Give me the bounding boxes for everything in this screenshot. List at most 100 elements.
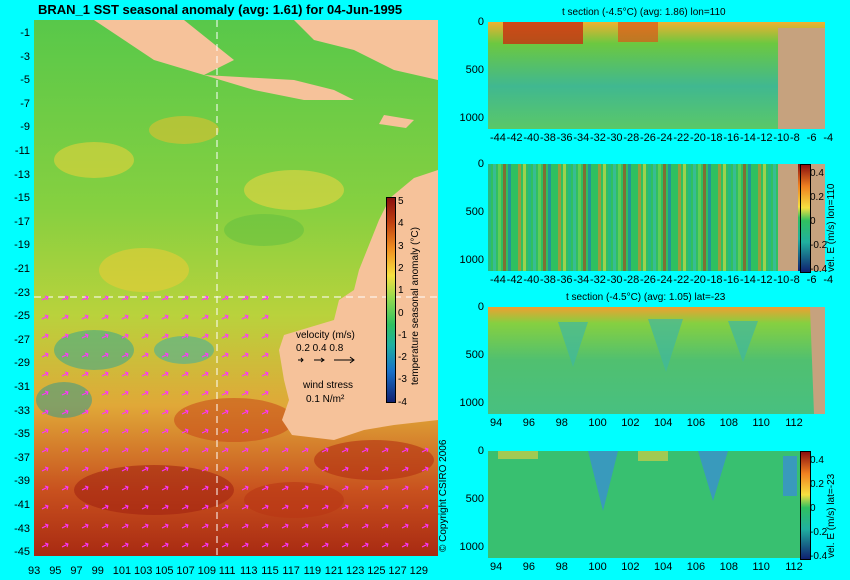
x-tick-label: -16 bbox=[723, 274, 740, 286]
lon-tick-label: 99 bbox=[91, 565, 104, 577]
velocity-colorbar-tick: 0 bbox=[810, 503, 816, 514]
x-tick-label: 106 bbox=[686, 417, 706, 429]
lon-tick-label: 97 bbox=[70, 565, 83, 577]
colorbar-tick-label: 1 bbox=[398, 285, 404, 297]
lat-tick-label: -33 bbox=[14, 404, 30, 417]
x-tick-label: -42 bbox=[506, 132, 523, 144]
colorbar-tick-label: 5 bbox=[398, 196, 404, 207]
x-tick-label: 110 bbox=[752, 417, 770, 429]
x-tick-label: -4 bbox=[823, 132, 834, 144]
x-tick-label: -18 bbox=[706, 132, 723, 144]
depth-tick-label: 500 bbox=[465, 206, 484, 218]
x-tick-label: -28 bbox=[623, 274, 640, 286]
x-tick-label: 98 bbox=[555, 417, 568, 429]
lat-tick-label: -11 bbox=[14, 145, 30, 157]
x-tick-label: 100 bbox=[588, 417, 607, 429]
velocity-legend-scale: 0.2 0.4 0.8 bbox=[296, 343, 344, 354]
x-tick-label: -6 bbox=[806, 132, 817, 144]
x-tick-label: 96 bbox=[522, 417, 536, 429]
lon-tick-label: 101 bbox=[112, 565, 132, 577]
lon-tick-label: 113 bbox=[240, 565, 258, 577]
lat-tick-label: -3 bbox=[20, 50, 30, 63]
colorbar-tick-label: 4 bbox=[398, 218, 404, 230]
lon-tick-label: 105 bbox=[155, 565, 174, 577]
x-tick-label: -32 bbox=[590, 132, 606, 144]
colorbar-tick-label: -3 bbox=[398, 374, 407, 386]
lat-tick-label: -39 bbox=[14, 475, 30, 488]
lat-tick-label: -21 bbox=[14, 263, 30, 275]
x-tick-label: -14 bbox=[740, 274, 756, 286]
x-tick-label: -40 bbox=[523, 132, 540, 144]
sst-anomaly-map bbox=[34, 20, 438, 556]
x-tick-label: -6 bbox=[806, 274, 817, 286]
x-tick-label: -38 bbox=[540, 132, 556, 144]
panel1-title: t section (-4.5°C) (avg: 1.86) lon=110 bbox=[562, 7, 726, 18]
lat-tick-label: -17 bbox=[14, 215, 30, 228]
lat-tick-label: -23 bbox=[14, 286, 30, 299]
temperature-colorbar-label: temperature seasonal anomaly (°C) bbox=[410, 227, 421, 385]
lat-tick-label: -5 bbox=[20, 74, 30, 87]
lon-tick-label: 107 bbox=[176, 565, 195, 577]
depth-tick-label: 1000 bbox=[459, 112, 484, 124]
velocity-legend-title: velocity (m/s) bbox=[296, 330, 355, 341]
lat-tick-label: -15 bbox=[14, 192, 30, 205]
x-tick-label: 112 bbox=[785, 417, 803, 429]
lat-tick-label: -7 bbox=[20, 97, 30, 110]
x-tick-label: -20 bbox=[690, 274, 706, 286]
x-tick-label: -44 bbox=[490, 132, 506, 144]
lat-tick-label: -29 bbox=[14, 357, 30, 370]
lon-tick-label: 129 bbox=[409, 565, 428, 577]
x-tick-label: -22 bbox=[673, 132, 690, 144]
x-tick-label: -12 bbox=[756, 274, 773, 286]
depth-tick-label: 500 bbox=[465, 64, 484, 76]
x-tick-label: -42 bbox=[506, 274, 523, 286]
velocity-colorbar-tick: -0.4 bbox=[810, 551, 828, 562]
lon-tick-label: 125 bbox=[367, 565, 386, 577]
lat-tick-label: -37 bbox=[14, 451, 30, 464]
x-tick-label: 102 bbox=[621, 561, 640, 573]
x-tick-label: 94 bbox=[490, 417, 503, 429]
map-title: BRAN_1 SST seasonal anomaly (avg: 1.61) … bbox=[38, 2, 403, 17]
lat-tick-label: -43 bbox=[14, 522, 30, 535]
lon-tick-label: 95 bbox=[49, 565, 62, 577]
velocity-colorbar-tick: 0.4 bbox=[810, 455, 824, 466]
x-tick-label: -26 bbox=[640, 132, 656, 144]
lat-tick-label: -41 bbox=[14, 499, 30, 511]
velocity-colorbar-tick: 0.2 bbox=[810, 192, 824, 203]
depth-tick-label: 0 bbox=[477, 301, 484, 313]
velocity-colorbar-2 bbox=[800, 451, 811, 560]
velocity-section-lon110 bbox=[488, 164, 825, 271]
depth-tick-label: 1000 bbox=[459, 254, 484, 266]
lon-tick-label: 111 bbox=[218, 565, 236, 577]
velocity-colorbar-tick: 0 bbox=[810, 216, 816, 227]
x-tick-label: -14 bbox=[740, 132, 756, 144]
depth-tick-label: 500 bbox=[465, 349, 484, 361]
x-tick-label: -8 bbox=[790, 274, 800, 286]
lat-tick-label: -9 bbox=[20, 121, 30, 134]
wind-legend-title: wind stress bbox=[303, 380, 354, 391]
x-tick-label: 102 bbox=[621, 417, 640, 429]
x-tick-label: 112 bbox=[785, 561, 803, 573]
panel3-title: t section (-4.5°C) (avg: 1.05) lat=-23 bbox=[566, 292, 726, 303]
velocity-colorbar-tick: 0.2 bbox=[810, 479, 824, 490]
lon-tick-label: 121 bbox=[324, 565, 344, 577]
x-tick-label: -4 bbox=[823, 274, 834, 286]
lon-tick-label: 123 bbox=[346, 565, 365, 577]
colorbar-tick-label: -4 bbox=[398, 396, 407, 408]
lat-tick-label: -35 bbox=[14, 428, 30, 441]
x-tick-label: -34 bbox=[573, 132, 590, 144]
x-tick-label: -30 bbox=[606, 132, 623, 144]
lat-tick-label: -13 bbox=[14, 168, 30, 181]
colorbar-tick-label: 0 bbox=[398, 307, 404, 319]
colorbar-tick-label: 2 bbox=[398, 262, 404, 274]
velocity-colorbar-tick: -0.2 bbox=[810, 527, 828, 538]
x-tick-label: -30 bbox=[606, 274, 623, 286]
lat-tick-label: -27 bbox=[14, 333, 30, 346]
x-tick-label: -18 bbox=[706, 274, 723, 286]
x-tick-label: 106 bbox=[686, 561, 706, 573]
lon-tick-label: 117 bbox=[282, 565, 300, 577]
x-tick-label: -22 bbox=[673, 274, 690, 286]
x-tick-label: -28 bbox=[623, 132, 640, 144]
lat-tick-label: -19 bbox=[14, 239, 30, 252]
lon-tick-label: 109 bbox=[197, 565, 216, 577]
